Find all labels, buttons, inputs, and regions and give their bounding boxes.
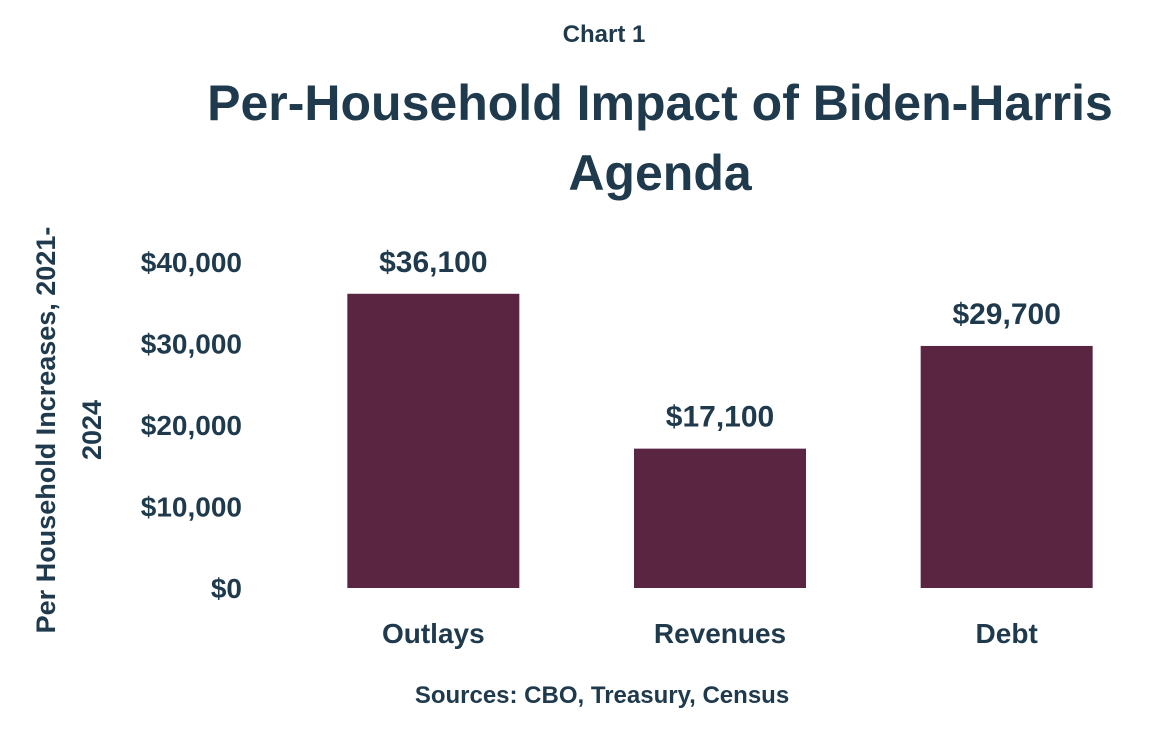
y-tick-label: $10,000 (141, 492, 242, 523)
data-labels: $36,100 $17,100 $29,700 (379, 246, 1061, 434)
bars (347, 293, 1093, 588)
data-label: $29,700 (952, 298, 1060, 331)
y-axis-label-line-2: 2024 (77, 400, 107, 460)
y-tick-label: $20,000 (141, 410, 242, 441)
y-axis-label: Per Household Increases, 2021- 2024 (31, 227, 107, 634)
x-tick-label: Revenues (654, 618, 786, 649)
bar-outlays (347, 293, 520, 588)
source-note: Sources: CBO, Treasury, Census (415, 682, 789, 709)
y-axis-label-line-1: Per Household Increases, 2021- (31, 227, 61, 634)
x-tick-label: Outlays (382, 618, 485, 649)
bar-debt (920, 345, 1093, 588)
x-tick-label: Debt (976, 618, 1038, 649)
y-tick-label: $0 (211, 573, 242, 604)
chart-title-line-1: Per-Household Impact of Biden-Harris (207, 75, 1113, 131)
y-axis-ticks: $0 $10,000 $20,000 $30,000 $40,000 (141, 247, 242, 604)
y-tick-label: $40,000 (141, 247, 242, 278)
data-label: $17,100 (666, 401, 774, 434)
bar-revenues (634, 448, 806, 588)
chart-title-line-2: Agenda (568, 145, 753, 201)
data-label: $36,100 (379, 246, 487, 279)
chart-supertitle: Chart 1 (563, 21, 646, 48)
x-axis-labels: Outlays Revenues Debt (382, 618, 1038, 649)
y-tick-label: $30,000 (141, 329, 242, 360)
